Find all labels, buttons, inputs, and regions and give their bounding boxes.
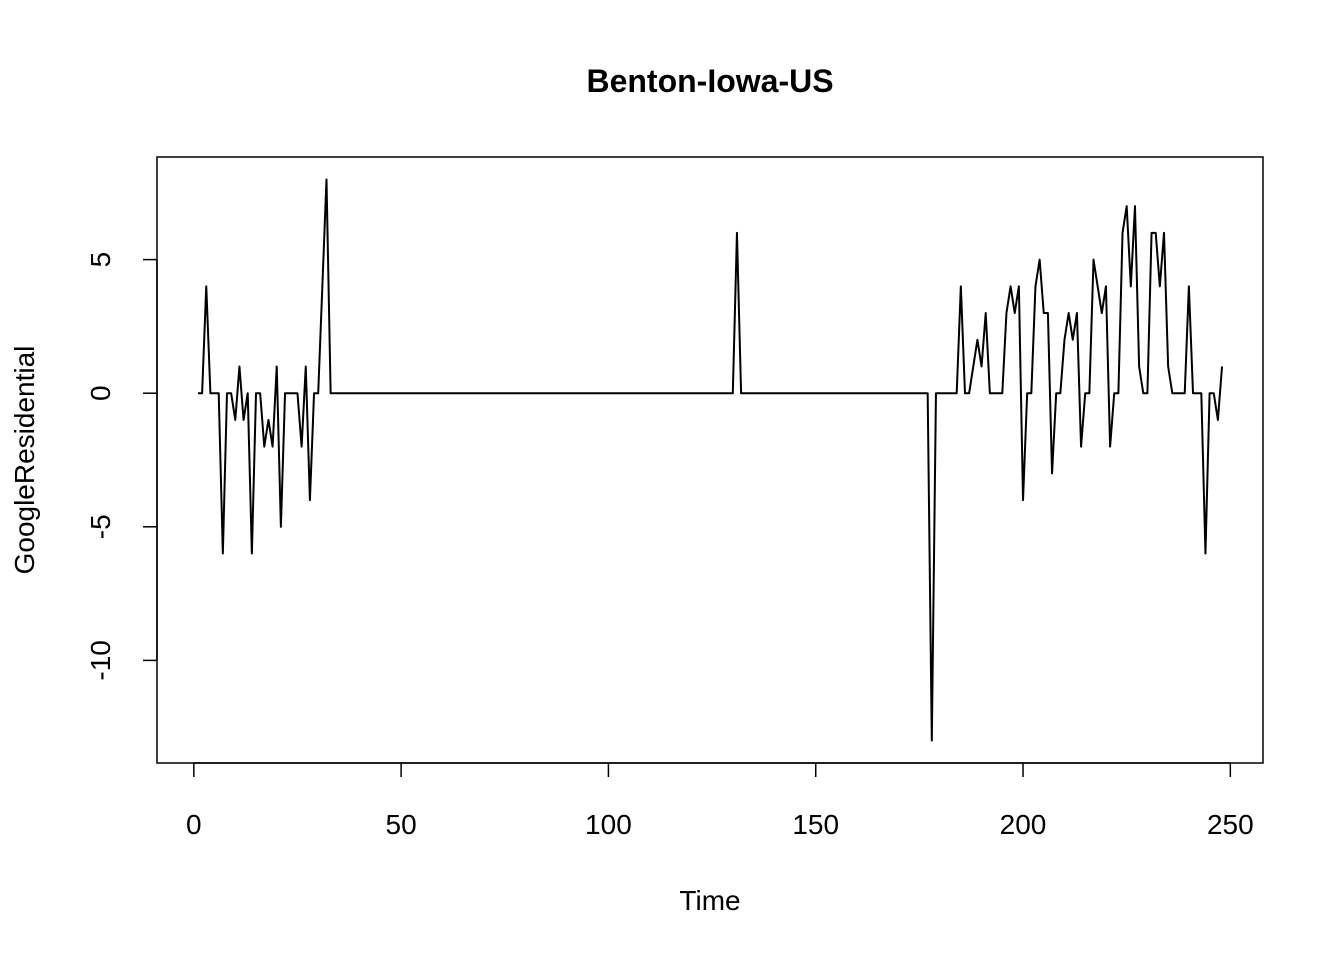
x-tick-label: 150 bbox=[792, 809, 839, 840]
x-tick-label: 100 bbox=[585, 809, 632, 840]
chart-title: Benton-Iowa-US bbox=[586, 63, 833, 99]
y-tick-label: 0 bbox=[85, 385, 116, 401]
x-tick-label: 200 bbox=[1000, 809, 1047, 840]
x-axis-label: Time bbox=[679, 885, 740, 916]
x-tick-label: 50 bbox=[386, 809, 417, 840]
x-tick-label: 250 bbox=[1207, 809, 1254, 840]
y-tick-label: -10 bbox=[85, 640, 116, 680]
y-axis-label: GoogleResidential bbox=[9, 346, 40, 575]
x-tick-label: 0 bbox=[186, 809, 202, 840]
data-line bbox=[197, 178, 1224, 742]
y-tick-label: 5 bbox=[85, 252, 116, 268]
y-tick-label: -5 bbox=[85, 514, 116, 539]
